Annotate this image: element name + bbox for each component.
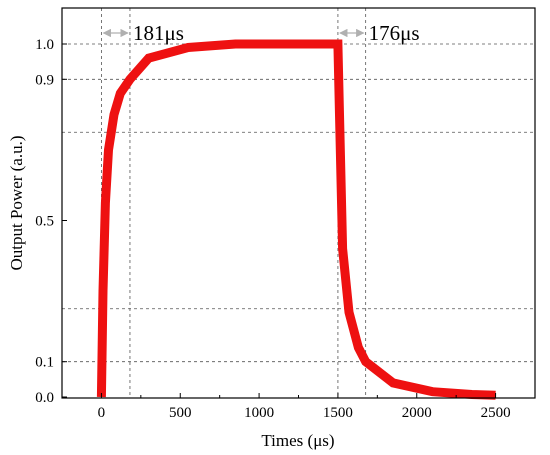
annotation-label: 181μs bbox=[133, 21, 184, 45]
x-axis-label: Times (μs) bbox=[261, 431, 334, 450]
x-tick-label: 2000 bbox=[402, 405, 432, 421]
y-tick-label: 0.1 bbox=[35, 355, 54, 371]
grid-lines bbox=[62, 8, 535, 398]
y-axis-label: Output Power (a.u.) bbox=[7, 135, 26, 270]
y-tick-label: 0.0 bbox=[35, 390, 54, 406]
x-tick-label: 2500 bbox=[481, 405, 511, 421]
x-tick-label: 0 bbox=[98, 405, 106, 421]
output-power-line bbox=[96, 39, 496, 400]
y-tick-label: 1.0 bbox=[35, 37, 54, 53]
x-tick-label: 1000 bbox=[244, 405, 274, 421]
y-tick-label: 0.9 bbox=[35, 72, 54, 88]
y-tick-label: 0.5 bbox=[35, 214, 54, 230]
plot-area bbox=[96, 39, 496, 400]
x-tick-label: 1500 bbox=[323, 405, 353, 421]
annotations: 181μs 176μs bbox=[102, 21, 420, 45]
annotation-label: 176μs bbox=[369, 21, 420, 45]
axis-ticks: 0 500 1000 1500 2000 2500 0.0 0.1 0.5 0.9 1.0 bbox=[35, 37, 510, 421]
plot-frame bbox=[61, 7, 536, 399]
x-tick-label: 500 bbox=[169, 405, 192, 421]
